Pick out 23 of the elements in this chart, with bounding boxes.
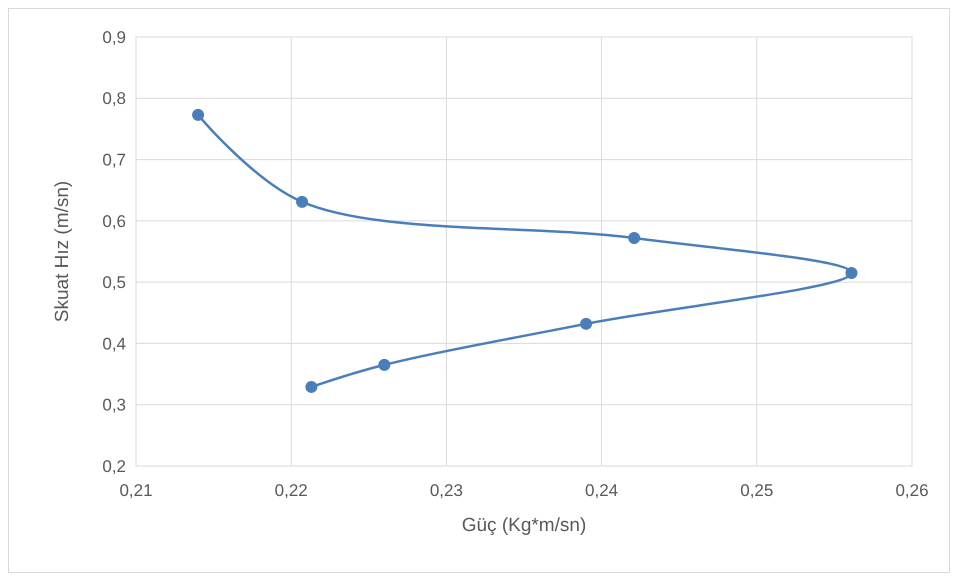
y-tick-label: 0,7 bbox=[102, 150, 126, 170]
point bbox=[296, 196, 308, 208]
x-tick-label: 0,25 bbox=[740, 481, 774, 500]
x-tick-label: 0,23 bbox=[430, 481, 463, 500]
y-tick-label: 0,4 bbox=[102, 334, 126, 354]
point bbox=[580, 318, 592, 330]
x-tick-label: 0,21 bbox=[119, 481, 153, 500]
point bbox=[628, 232, 640, 244]
x-tick-label: 0,24 bbox=[585, 481, 618, 500]
y-tick-label: 0,8 bbox=[102, 89, 126, 108]
point bbox=[305, 380, 318, 393]
x-tick-label: 0,22 bbox=[274, 481, 308, 500]
x-axis-title: Güç (Kg*m/sn) bbox=[462, 515, 586, 536]
point bbox=[845, 266, 858, 279]
x-tick-label: 0,26 bbox=[895, 481, 929, 500]
point bbox=[378, 358, 390, 371]
y-tick-label: 0,3 bbox=[102, 396, 126, 415]
y-axis-title: Skuat Hız (m/sn) bbox=[52, 180, 73, 322]
y-tick-label: 0,9 bbox=[102, 28, 126, 47]
y-tick-label: 0,6 bbox=[102, 212, 126, 231]
y-tick-label: 0,2 bbox=[102, 456, 126, 476]
y-tick-label: 0,5 bbox=[102, 273, 126, 292]
point bbox=[192, 108, 204, 121]
